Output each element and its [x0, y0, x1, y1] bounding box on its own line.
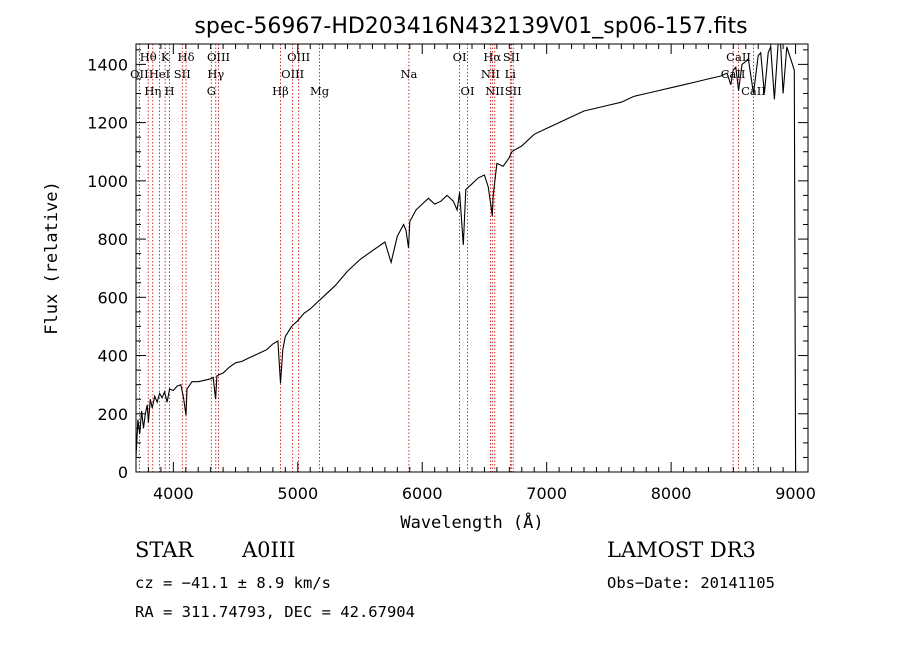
chart-title: spec-56967-HD203416N432139V01_sp06-157.f… [194, 14, 747, 39]
y-tick-label: 0 [118, 463, 128, 482]
spectral-line-label: Hα [483, 50, 501, 64]
spectral-line-label: SII [503, 50, 520, 64]
x-axis-label: Wavelength (Å) [400, 511, 543, 533]
plot-frame [135, 43, 809, 473]
spectral-line-label: Hθ [140, 50, 157, 64]
y-tick-label: 600 [97, 288, 128, 307]
spectral-line-label: Hγ [207, 67, 224, 81]
spectral-line-label: Hη [144, 84, 161, 98]
spectral-line-label: SII [505, 84, 522, 98]
spectral-line-label: G [207, 84, 216, 98]
spectral-line-label: NII [485, 84, 504, 98]
spectral-line-markers [138, 44, 754, 472]
spectral-line-label: Hβ [272, 84, 289, 98]
axis-ticks: 4000 5000 6000 7000 8000 9000 0 200 400 600 800 100… [87, 44, 816, 503]
spectral-line-label: OII [130, 67, 149, 81]
survey-name: LAMOST DR3 [607, 538, 756, 562]
y-tick-label: 1400 [87, 55, 128, 74]
spectral-line-label: Mg [310, 84, 330, 98]
x-tick-label: 9000 [775, 484, 816, 503]
x-tick-label: 6000 [402, 484, 443, 503]
x-tick-label: 8000 [651, 484, 692, 503]
spectral-line-label: SII [174, 67, 191, 81]
spectral-line-label: K [161, 50, 170, 64]
x-tick-label: 5000 [277, 484, 318, 503]
y-axis-label: Flux (relative) [42, 181, 62, 335]
spectral-line-label: H [164, 84, 174, 98]
spectral-line-label: OI [461, 84, 475, 98]
object-subclass: A0III [242, 538, 296, 562]
y-tick-label: 400 [97, 347, 128, 366]
spectral-line-label: Na [400, 67, 417, 81]
x-tick-label: 7000 [526, 484, 567, 503]
flux-series-line [135, 43, 797, 473]
spectral-line-labels: Hθ OII Hη K HeI H Hδ SII OIII Hγ G OIII OIII Hβ Mg Na OI… [130, 50, 766, 98]
spectral-line-label: OIII [281, 67, 304, 81]
y-tick-label: 1000 [87, 172, 128, 191]
spectral-line-label: CaII [726, 50, 751, 64]
spectral-line-label: OIII [287, 50, 310, 64]
spectral-line-label: OIII [207, 50, 230, 64]
redshift-velocity: cz = −41.1 ± 8.9 km/s [135, 574, 331, 592]
object-class: STAR [135, 538, 194, 562]
spectral-line-label: HeI [149, 67, 170, 81]
x-tick-label: 4000 [153, 484, 194, 503]
y-tick-label: 800 [97, 230, 128, 249]
observation-date: Obs−Date: 20141105 [607, 574, 775, 592]
spectral-line-label: OI [453, 50, 467, 64]
y-tick-label: 200 [97, 405, 128, 424]
spectral-line-label: Hδ [178, 50, 195, 64]
spectral-line-label: CaII [721, 67, 746, 81]
spectral-line-label: Li [505, 67, 517, 81]
spectral-line-label: NII [481, 67, 500, 81]
coordinates: RA = 311.74793, DEC = 42.67904 [135, 603, 415, 621]
y-tick-label: 1200 [87, 114, 128, 133]
